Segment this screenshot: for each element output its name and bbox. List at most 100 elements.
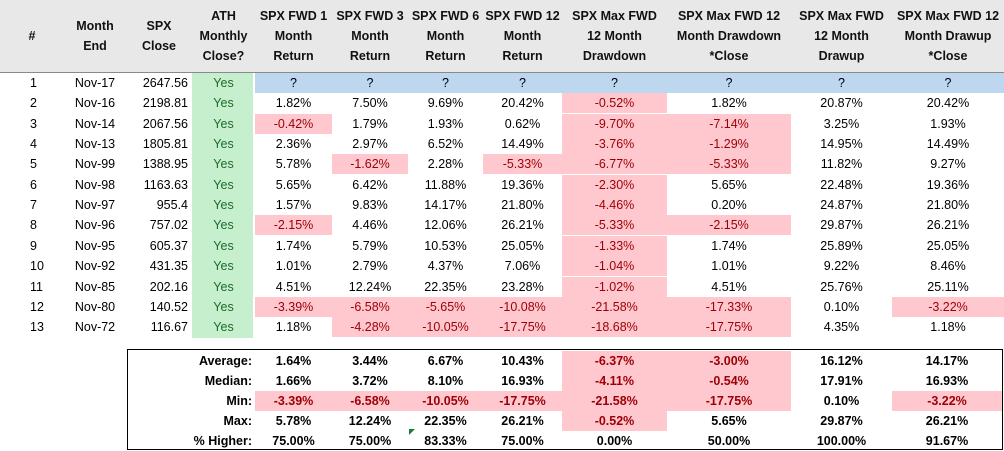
value-cell: -1.04% [562,256,667,277]
value-cell: -18.68% [562,317,667,338]
value-cell: 12.24% [348,279,392,294]
value-cell: -3.22% [892,296,1004,317]
ath-cell: Yes [213,299,234,314]
summary-value-cell: 50.00% [707,434,751,448]
value-cell: 1.93% [930,116,966,131]
summary-value-cell: 17.91% [820,374,863,388]
month-end-cell: Nov-98 [74,177,116,192]
summary-value-cell: -17.75% [667,391,791,411]
value-cell: -5.65% [408,296,483,317]
header-cell: SPX FWD 12 Month Return [485,9,560,63]
value-cell: ? [408,73,483,93]
summary-value-cell: 14.17% [925,354,969,368]
month-end-cell: Nov-97 [74,198,116,213]
spx-close-cell: 1163.63 [143,177,188,192]
summary-value-cell: -3.39% [255,391,332,411]
value-cell: 21.80% [501,198,544,213]
ath-cell: Yes [213,76,234,90]
value-cell: 0.10% [823,299,860,314]
row-number: 1 [30,76,37,90]
value-cell: -4.28% [332,317,408,338]
value-cell: ? [791,73,892,93]
month-end-cell: Nov-99 [74,157,116,172]
row-number: 4 [30,137,37,152]
value-cell: -0.42% [255,113,332,134]
value-cell: 0.62% [504,116,541,131]
value-cell: 2.28% [427,157,464,172]
table-row: 1 Nov-17 2647.56 Yes???????? [0,73,1004,93]
value-cell: -7.14% [667,113,791,134]
header-cell: SPX Max FWD 12 Month Drawup [799,9,884,63]
header-cell: SPX Max FWD 12 Month Drawup *Close [896,9,1000,63]
summary-value-cell: 75.00% [272,434,315,448]
summary-value-cell: 3.72% [352,374,388,388]
summary-value-cell: -3.22% [892,391,1002,411]
value-cell: -5.33% [667,154,791,175]
value-cell: 1.18% [930,320,966,335]
value-cell: -0.52% [562,93,667,114]
value-cell: 14.49% [926,137,970,152]
value-cell: 9.83% [352,198,388,213]
value-cell: ? [483,73,562,93]
value-cell: -6.77% [562,154,667,175]
value-cell: 1.82% [711,96,747,111]
summary-value-cell: 100.00% [816,434,867,448]
month-end-cell: Nov-96 [74,218,116,233]
value-cell: 0.20% [711,198,747,213]
value-cell: -2.15% [255,215,332,236]
value-cell: 20.42% [501,96,544,111]
summary-value-cell: -3.00% [667,351,791,371]
row-number: 12 [30,299,44,314]
ath-cell: Yes [213,198,234,213]
table-row: 9 Nov-95 605.37 Yes 1.74% 5.79% 10.53% 25.05% -1… [0,235,1004,256]
value-cell: -3.76% [562,134,667,155]
spx-close-cell: 2647.56 [142,76,188,90]
value-cell: 4.35% [823,320,860,335]
row-number: 6 [30,177,37,192]
value-cell: 25.05% [926,238,970,253]
ath-cell: Yes [213,218,234,233]
value-cell: -2.15% [667,215,791,236]
value-cell: 20.42% [926,96,970,111]
value-cell: 1.79% [352,116,388,131]
value-cell: 11.88% [424,177,467,192]
value-cell: 3.25% [823,116,860,131]
table-row: 11 Nov-85 202.16 Yes 4.51% 12.24% 22.35% 23.28%… [0,276,1004,297]
summary-value-cell: 0.00% [596,434,633,448]
summary-row: % Higher: 75.00% 75.00% 83.33% 75.00% 0.00% 50… [0,431,1004,451]
value-cell: 5.79% [352,238,388,253]
summary-value-cell: 10.43% [501,354,544,368]
ath-cell: Yes [213,137,234,152]
value-cell: -10.05% [408,317,483,338]
value-cell: 1.82% [275,96,312,111]
spx-close-cell: 2198.81 [142,96,188,111]
value-cell: 24.87% [820,198,863,213]
summary-row: Min: -3.39% -6.58% -10.05% -17.75% -21.58% -17… [0,391,1004,411]
ath-column-highlight [192,73,253,338]
value-cell: 5.65% [275,177,312,192]
value-cell: -1.02% [562,276,667,297]
header-cell: # [28,29,36,43]
value-cell: -9.70% [562,113,667,134]
summary-label: Max: [223,414,252,428]
month-end-cell: Nov-85 [74,279,116,294]
summary-value-cell: 1.66% [275,374,312,388]
value-cell: -21.58% [562,296,667,317]
value-cell: -2.30% [562,174,667,195]
value-cell: 5.78% [275,157,312,172]
value-cell: 25.89% [820,238,863,253]
table-row: 10 Nov-92 431.35 Yes 1.01% 2.79% 4.37% 7.06% -1.… [0,256,1004,277]
value-cell: 7.50% [352,96,388,111]
header-cell: SPX FWD 6 Month Return [411,9,480,63]
summary-label: % Higher: [193,434,252,448]
value-cell: ? [667,73,791,93]
value-cell: 2.97% [352,137,388,152]
summary-value-cell: 26.21% [501,414,544,428]
spx-close-cell: 955.4 [156,198,188,213]
month-end-cell: Nov-17 [74,76,116,90]
value-cell: 29.87% [820,218,863,233]
value-cell: 1.93% [427,116,464,131]
value-cell: -17.75% [667,317,791,338]
value-cell: -1.29% [667,134,791,155]
value-cell: 9.27% [930,157,966,172]
